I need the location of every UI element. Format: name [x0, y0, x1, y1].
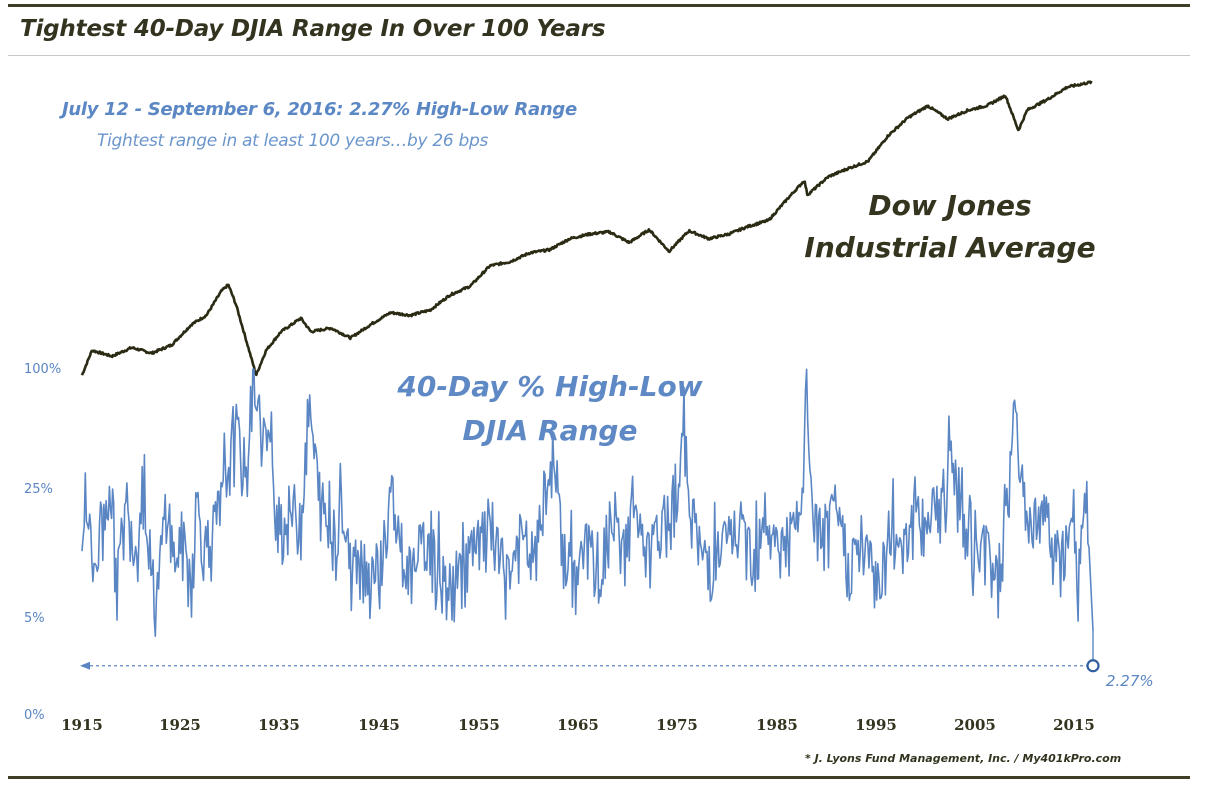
- range-series-line: [81, 368, 1094, 637]
- source-credit: * J. Lyons Fund Management, Inc. / My401…: [805, 752, 1122, 765]
- current-value-label: 2.27%: [1106, 672, 1154, 690]
- x-tick-label: 1925: [159, 716, 201, 734]
- x-tick-label: 1975: [656, 716, 698, 734]
- chart-title: Tightest 40-Day DJIA Range In Over 100 Y…: [20, 16, 606, 42]
- dow-label-line1: Dow Jones: [868, 189, 1032, 222]
- range-series-label: 40-Day % High-Low DJIA Range: [380, 365, 720, 453]
- x-tick-label: 1935: [258, 716, 300, 734]
- range-label-line2: DJIA Range: [462, 414, 638, 447]
- x-tick-label: 1945: [358, 716, 400, 734]
- x-tick-label: 2005: [954, 716, 996, 734]
- title-divider: [8, 55, 1190, 56]
- range-series-layer: [81, 368, 1094, 637]
- x-tick-label: 1995: [855, 716, 897, 734]
- x-tick-label: 1965: [557, 716, 599, 734]
- x-tick-label: 1985: [756, 716, 798, 734]
- top-rule: [8, 4, 1190, 7]
- x-tick-label: 1915: [61, 716, 103, 734]
- dow-series-line: [80, 80, 1093, 377]
- headline-annotation: July 12 - September 6, 2016: 2.27% High-…: [62, 99, 577, 120]
- current-marker-layer: [80, 630, 1100, 673]
- dow-label-line2: Industrial Average: [804, 231, 1096, 264]
- subhead-annotation: Tightest range in at least 100 years…by …: [97, 131, 489, 151]
- y-tick-label: 5%: [24, 611, 45, 626]
- dow-series-layer: [80, 80, 1093, 377]
- current-value-marker: [1086, 659, 1100, 673]
- reference-arrowhead-icon: [80, 661, 90, 670]
- dow-series-label: Dow Jones Industrial Average: [800, 185, 1100, 269]
- bottom-rule: [8, 776, 1190, 779]
- range-label-line1: 40-Day % High-Low: [397, 370, 703, 403]
- x-tick-label: 2015: [1053, 716, 1095, 734]
- y-tick-label: 25%: [24, 482, 53, 497]
- x-tick-label: 1955: [458, 716, 500, 734]
- y-tick-label: 100%: [24, 362, 62, 377]
- y-tick-label: 0%: [24, 708, 45, 723]
